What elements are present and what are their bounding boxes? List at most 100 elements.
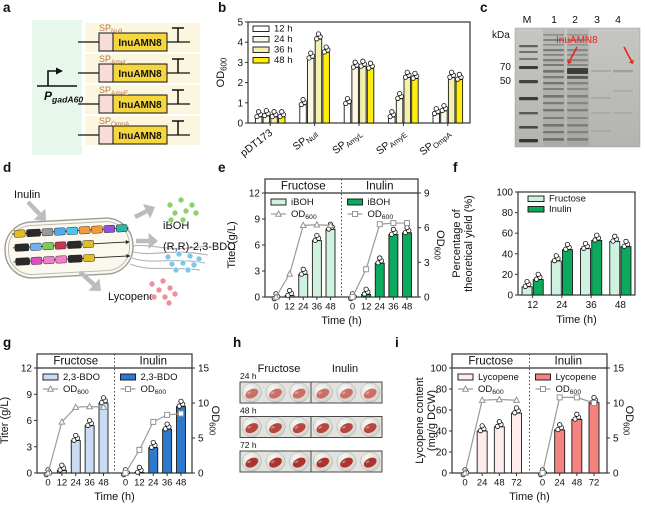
y-tick-label: 1 (237, 98, 243, 109)
y-tick-label: 0 (507, 291, 513, 302)
od-line-fructose (461, 395, 521, 476)
bars-inulin (121, 398, 186, 478)
timepoint-label: 48 h (240, 406, 257, 416)
x-tick-label: 0 (540, 478, 545, 489)
lane-label: 1 (551, 14, 557, 26)
promoter-glyph (37, 67, 77, 87)
legend-bar-label: 2,3-BDO (141, 372, 178, 383)
molecule-dots (166, 196, 200, 224)
panel-letter-h: h (233, 335, 242, 350)
construct-diagram: PgadA60InuAMN8SPNullInuAMN8SPAmyLInuAMN8… (32, 20, 200, 155)
x-tick-label: 0 (462, 478, 467, 489)
x-tick-label: 48 (402, 302, 413, 313)
x-category-label: 12 (527, 300, 539, 311)
x-tick-label: 36 (312, 302, 323, 313)
sp-label: SPNull (99, 23, 122, 35)
lane-label: M (523, 14, 532, 26)
left-tick-label: 3 (254, 267, 260, 278)
x-category-label: 24 (556, 300, 568, 311)
x-tick-label: 36 (388, 302, 399, 313)
legend-line-label: OD600 (141, 384, 167, 396)
x-tick-label: 24 (554, 478, 565, 489)
construct-row: InuAMN8 SPAmyE (78, 85, 200, 114)
photo-strip (239, 381, 383, 404)
left-tick-label: 40 (436, 427, 448, 438)
lane-label: 3 (594, 14, 600, 26)
right-tick-label: 0 (198, 469, 204, 480)
left-tick-label: 9 (254, 215, 260, 226)
legend-line-label: OD600 (63, 384, 89, 396)
x-tick-label: 12 (134, 478, 145, 489)
pellet-photos: Fructose Inulin 24 h 48 h 72 h (239, 363, 383, 473)
gene-label: InuAMN8 (118, 131, 162, 142)
product-label: Lycopene (108, 291, 155, 303)
right-axis-label: OD600 (622, 406, 635, 436)
cell-body (4, 217, 134, 279)
panel-letter-a: a (3, 0, 11, 15)
x-tick-label: 24 (298, 302, 309, 313)
legend-bar-label: Lycopene (478, 372, 519, 383)
x-tick-label: 24 (374, 302, 385, 313)
right-tick-label: 0 (424, 293, 430, 304)
right-tick-label: 0 (613, 469, 619, 480)
photo-strip (239, 416, 383, 438)
y-axis-label: OD600 (215, 57, 228, 87)
construct-row: InuAMN8 SPOmpA (78, 116, 200, 145)
panel-letter-d: d (3, 160, 12, 175)
right-tick-label: 9 (424, 189, 430, 200)
construct-row: InuAMN8 SPAmyL (78, 54, 200, 83)
substrate-header: Fructose (281, 181, 326, 193)
x-tick-label: 72 (511, 478, 522, 489)
left-tick-label: 12 (249, 189, 261, 200)
od-line-fructose (44, 402, 108, 476)
lane-label: 4 (615, 14, 621, 26)
left-axis-label: Lycopene content (414, 377, 426, 463)
right-tick-label: 5 (613, 434, 619, 445)
panel-h: h Fructose Inulin 24 h 48 h 72 h (230, 335, 392, 511)
x-category-label: 48 (615, 300, 627, 311)
panel-letter-b: b (218, 0, 227, 15)
left-tick-label: 0 (441, 469, 447, 480)
timepoint-label: 72 h (240, 440, 257, 450)
kda-label: kDa (492, 30, 510, 41)
gene-label: InuAMN8 (118, 69, 162, 80)
panel-letter-g: g (3, 335, 12, 350)
right-axis-label: OD600 (433, 230, 446, 260)
x-axis-label: Time (h) (556, 314, 597, 326)
x-tick-label: 48 (176, 478, 187, 489)
right-tick-label: 5 (198, 434, 204, 445)
legend-line-label: OD600 (291, 209, 317, 221)
legend: 12 h24 h36 h48 h (252, 24, 293, 66)
bars-fructose (271, 221, 336, 302)
y-axis-label: Percentage of (451, 208, 463, 277)
od-line-inulin (539, 394, 597, 476)
product-label: (R,R)-2,3-BDO (163, 241, 236, 253)
x-tick-label: 48 (98, 478, 109, 489)
x-tick-label: 12 (284, 302, 295, 313)
x-axis-label: Time (h) (509, 491, 550, 503)
x-tick-label: 36 (84, 478, 95, 489)
left-axis-label: Titer (g/L) (0, 397, 11, 444)
left-tick-label: 20 (436, 448, 448, 459)
sp-label: SPOmpA (99, 116, 130, 128)
x-tick-label: 36 (162, 478, 173, 489)
yield-bar-chart: 0 20 40 60 80 100 Percentage of theoretical yie… (451, 188, 636, 326)
x-tick-label: 72 (589, 478, 600, 489)
column-header: Fructose (258, 363, 301, 375)
bars-fructose (43, 395, 109, 478)
substrate-header: Inulin (555, 356, 583, 368)
left-tick-label: 12 (21, 364, 33, 375)
left-tick-label: 0 (26, 469, 32, 480)
left-axis-label: Titer (g/L) (226, 221, 238, 268)
panel-d: d Inulin iBOH (R,R)-2,3-BDO Lycopene (0, 160, 236, 335)
y-tick-label: 40 (502, 249, 514, 260)
legend-bar-label: iBOH (368, 197, 391, 208)
legend-line-label: OD600 (556, 384, 582, 396)
legend-label: Inulin (549, 204, 572, 215)
panel-f: f 0 20 40 60 80 100 Percentage of theoretical y… (450, 160, 645, 335)
